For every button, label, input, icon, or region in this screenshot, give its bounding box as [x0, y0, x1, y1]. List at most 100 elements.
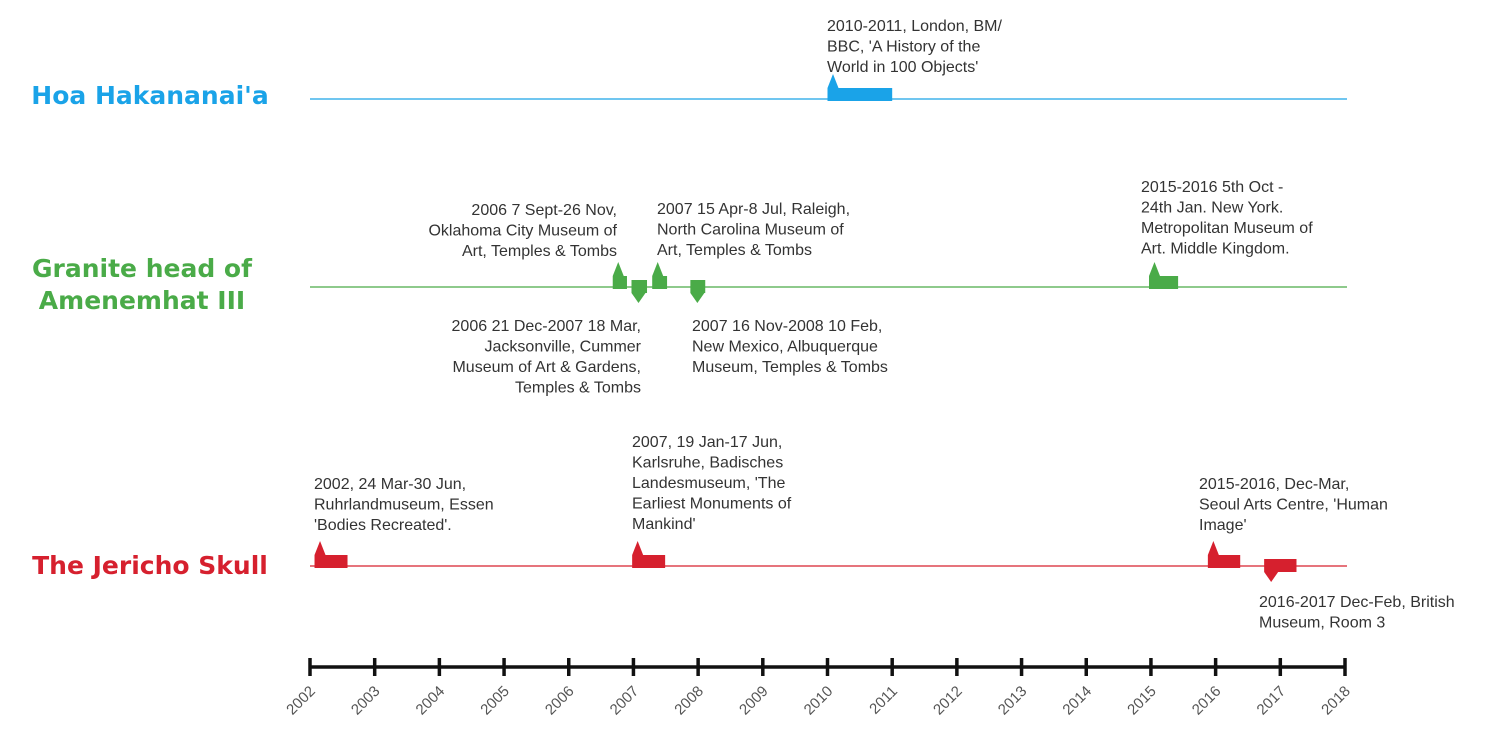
exhibition-bar: [314, 555, 348, 568]
exhibition-label-line: Art. Middle Kingdom.: [1141, 241, 1290, 258]
exhibition-event: 2007 15 Apr-8 Jul, Raleigh, North Carolin…: [652, 201, 850, 289]
exhibition-label-line: Ruhrlandmuseum, Essen: [314, 497, 494, 514]
exhibition-bar: [827, 88, 893, 101]
exhibition-label: 2002, 24 Mar-30 Jun, Ruhrlandmuseum, Esse…: [314, 476, 494, 534]
flag-down-marker: [1264, 572, 1279, 582]
exhibition-label-line: 2006 7 Sept-26 Nov,: [471, 202, 617, 219]
exhibition-event: 2016-2017 Dec-Feb, British Museum, Room 3: [1259, 559, 1455, 632]
exhibition-label-line: 2007 16 Nov-2008 10 Feb,: [692, 318, 882, 335]
exhibition-label-line: Art, Temples & Tombs: [462, 243, 617, 260]
row-title-line: Granite head of: [32, 254, 253, 283]
exhibition-label-line: North Carolina Museum of: [657, 222, 844, 239]
flag-up-marker: [1207, 541, 1219, 555]
axis-tick-label: 2004: [413, 683, 449, 719]
exhibition-label-line: Karlsruhe, Badisches: [632, 455, 783, 472]
axis-tick-label: 2010: [801, 683, 837, 719]
exhibition-label: 2007 15 Apr-8 Jul, Raleigh, North Carolin…: [657, 201, 850, 259]
exhibition-label-line: 2006 21 Dec-2007 18 Mar,: [452, 318, 641, 335]
axis-tick-label: 2006: [542, 683, 578, 719]
flag-up-marker: [632, 541, 644, 555]
axis-tick-label: 2015: [1124, 683, 1160, 719]
exhibition-label-line: 2015-2016 5th Oct -: [1141, 179, 1283, 196]
exhibition-label-line: Jacksonville, Cummer: [485, 339, 642, 356]
exhibition-event: 2006 7 Sept-26 Nov, Oklahoma City Museum …: [428, 202, 627, 289]
exhibition-label-line: 2007, 19 Jan-17 Jun,: [632, 434, 782, 451]
exhibition-label: 2015-2016 5th Oct - 24th Jan. New York. Me…: [1141, 179, 1313, 258]
flag-up-marker: [827, 74, 839, 88]
exhibition-bar: [652, 276, 668, 289]
exhibition-label-line: 2007 15 Apr-8 Jul, Raleigh,: [657, 201, 850, 218]
exhibition-label-line: 2002, 24 Mar-30 Jun,: [314, 476, 466, 493]
exhibition-label-line: 2015-2016, Dec-Mar,: [1199, 476, 1349, 493]
row-title-line: Hoa Hakananai'a: [31, 81, 268, 110]
timeline-row: Granite head of Amenemhat III 2006 7 Sept-…: [32, 179, 1347, 397]
axis-tick-label: 2002: [283, 683, 319, 719]
flag-up-marker: [1148, 262, 1160, 276]
exhibition-label-line: New Mexico, Albuquerque: [692, 339, 878, 356]
row-title: Hoa Hakananai'a: [31, 81, 268, 110]
row-title-line: The Jericho Skull: [32, 551, 268, 580]
exhibition-event: 2015-2016, Dec-Mar, Seoul Arts Centre, 'H…: [1199, 476, 1388, 568]
exhibition-bar: [612, 276, 627, 289]
exhibition-label-line: Seoul Arts Centre, 'Human: [1199, 497, 1388, 514]
row-title: Granite head of Amenemhat III: [32, 254, 253, 315]
exhibition-event: 2007, 19 Jan-17 Jun, Karlsruhe, Badisches…: [632, 434, 792, 568]
exhibition-label: 2016-2017 Dec-Feb, British Museum, Room 3: [1259, 594, 1455, 632]
exhibition-bar: [632, 555, 666, 568]
exhibition-event: 2015-2016 5th Oct - 24th Jan. New York. Me…: [1141, 179, 1313, 289]
exhibition-label-line: Landesmuseum, 'The: [632, 475, 785, 492]
exhibition-label-line: 'Bodies Recreated'.: [314, 517, 452, 534]
exhibition-event: 2006 21 Dec-2007 18 Mar, Jacksonville, Cu…: [452, 280, 648, 397]
timeline-row: The Jericho Skull 2002, 24 Mar-30 Jun, Ruh…: [32, 434, 1455, 632]
axis-tick-label: 2007: [607, 683, 643, 719]
flag-down-marker: [631, 293, 646, 303]
axis-tick-label: 2012: [930, 683, 966, 719]
exhibition-label-line: Temples & Tombs: [515, 380, 641, 397]
timeline-row: Hoa Hakananai'a 2010-2011, London, BM/BBC…: [31, 18, 1347, 110]
flag-down-marker: [690, 293, 705, 303]
row-title: The Jericho Skull: [32, 551, 268, 580]
exhibition-label-line: World in 100 Objects': [827, 59, 978, 76]
axis-tick-label: 2018: [1318, 683, 1354, 719]
exhibition-label-line: Museum, Temples & Tombs: [692, 359, 888, 376]
axis-tick-label: 2014: [1059, 683, 1095, 719]
exhibition-label-line: 24th Jan. New York.: [1141, 200, 1283, 217]
exhibition-label-line: BBC, 'A History of the: [827, 39, 980, 56]
exhibition-bar: [631, 280, 648, 293]
exhibition-label: 2007 16 Nov-2008 10 Feb, New Mexico, Albu…: [692, 318, 888, 376]
exhibition-bar: [1264, 559, 1297, 572]
exhibition-label: 2006 21 Dec-2007 18 Mar, Jacksonville, Cu…: [452, 318, 642, 397]
exhibition-bar: [690, 280, 706, 293]
axis-tick-label: 2017: [1254, 683, 1290, 719]
exhibition-label-line: Image': [1199, 517, 1247, 534]
exhibition-label-line: Earliest Monuments of: [632, 496, 792, 513]
axis-tick-label: 2003: [348, 683, 384, 719]
flag-up-marker: [314, 541, 326, 555]
exhibition-label-line: Art, Temples & Tombs: [657, 242, 812, 259]
exhibition-label-line: 2010-2011, London, BM/: [827, 18, 1003, 35]
exhibition-event: 2010-2011, London, BM/BBC, 'A History of…: [827, 18, 1003, 101]
exhibition-label-line: Museum, Room 3: [1259, 615, 1385, 632]
axis-tick-label: 2009: [736, 683, 772, 719]
exhibition-label: 2015-2016, Dec-Mar, Seoul Arts Centre, 'H…: [1199, 476, 1388, 534]
axis-tick-label: 2008: [671, 683, 707, 719]
exhibition-label-line: 2016-2017 Dec-Feb, British: [1259, 594, 1455, 611]
exhibition-label-line: Metropolitan Museum of: [1141, 220, 1313, 237]
exhibition-event: 2007 16 Nov-2008 10 Feb, New Mexico, Albu…: [690, 280, 888, 376]
exhibition-label-line: Museum of Art & Gardens,: [452, 359, 641, 376]
axis-tick-label: 2016: [1189, 683, 1225, 719]
exhibition-bar: [1207, 555, 1241, 568]
exhibition-label-line: Mankind': [632, 516, 696, 533]
exhibition-label: 2006 7 Sept-26 Nov, Oklahoma City Museum …: [428, 202, 617, 260]
exhibition-event: 2002, 24 Mar-30 Jun, Ruhrlandmuseum, Esse…: [314, 476, 494, 568]
axis-tick-label: 2011: [866, 683, 901, 718]
flag-up-marker: [652, 262, 664, 276]
axis-tick-label: 2013: [995, 683, 1031, 719]
axis-tick-label: 2005: [477, 683, 513, 719]
row-title-line: Amenemhat III: [39, 286, 245, 315]
flag-up-marker: [612, 262, 624, 276]
timeline-rows: Hoa Hakananai'a 2010-2011, London, BM/BBC…: [31, 18, 1454, 632]
exhibition-label: 2010-2011, London, BM/BBC, 'A History of…: [827, 18, 1003, 76]
exhibition-label-line: Oklahoma City Museum of: [428, 223, 617, 240]
